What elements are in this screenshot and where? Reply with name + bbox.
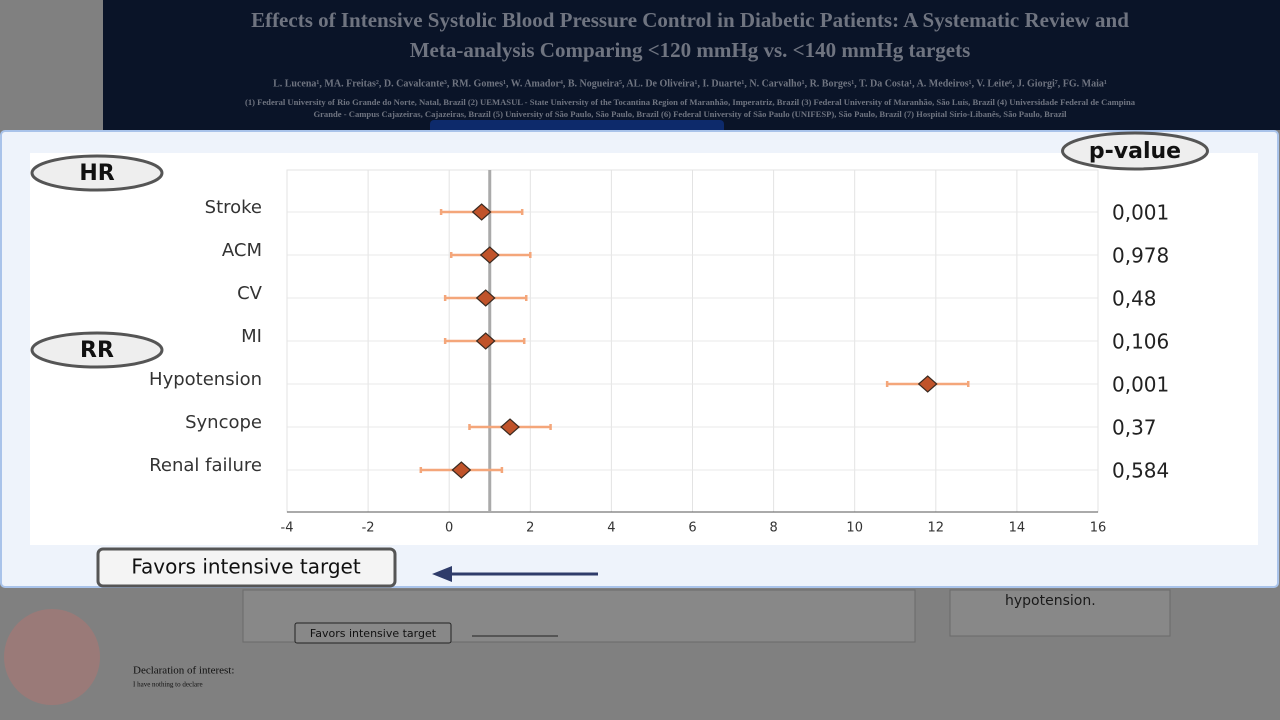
authors: L. Lucena¹, MA. Freitas², D. Cavalcante³… — [273, 78, 1107, 89]
estimate-diamond — [475, 332, 496, 350]
category-label: Renal failure — [149, 455, 262, 476]
poster-header — [103, 0, 1280, 130]
favors-box — [96, 547, 397, 588]
declaration-title: Declaration of interest: — [133, 665, 234, 677]
affiliation: (1) Federal University of Rio Grande do … — [245, 97, 1136, 107]
title-line: Meta-analysis Comparing <120 mmHg vs. <1… — [410, 38, 971, 62]
category-label: Stroke — [205, 197, 262, 218]
p-value: 0,37 — [1112, 416, 1157, 440]
forest-plot: -4 -2 0 2 4 6 8 10 12 14 16 Stroke 0,001 ACM 0,978 CV 0,… — [30, 131, 1209, 588]
p-value: 0,001 — [1112, 373, 1169, 397]
estimate-diamond — [917, 375, 938, 393]
p-value: 0,48 — [1112, 287, 1157, 311]
estimate-diamond — [475, 289, 496, 307]
p-value: 0,978 — [1112, 244, 1169, 268]
group-label: HR — [79, 161, 114, 186]
bg-favors-box — [294, 622, 452, 644]
favors-arrowhead — [432, 566, 452, 582]
x-tick-label: -4 — [281, 521, 294, 536]
x-tick-label: 14 — [1009, 521, 1026, 536]
x-tick-label: 6 — [688, 521, 696, 536]
p-value-title: p-value — [1089, 139, 1181, 164]
x-tick-label: 12 — [928, 521, 945, 536]
p-value: 0,106 — [1112, 330, 1169, 354]
estimate-diamond — [500, 418, 520, 436]
bg-favors: Favors intensive target — [310, 627, 437, 640]
x-tick-label: 2 — [526, 521, 534, 536]
x-tick-label: 0 — [445, 521, 453, 536]
x-tick-label: 8 — [769, 521, 777, 536]
category-label: CV — [237, 283, 263, 304]
category-label: Syncope — [185, 412, 262, 433]
group-label: RR — [80, 338, 114, 363]
category-label: ACM — [222, 240, 262, 261]
category-label: MI — [241, 326, 262, 347]
x-tick-label: 4 — [607, 521, 615, 536]
estimate-diamond — [451, 461, 472, 479]
x-tick-label: 10 — [846, 521, 863, 536]
p-value: 0,001 — [1112, 201, 1169, 225]
p-value: 0,584 — [1112, 459, 1169, 483]
group-label-shape — [30, 154, 164, 192]
group-label-shape — [30, 331, 164, 369]
estimate-diamond — [479, 246, 500, 264]
affiliation: Grande - Campus Cajazeiras, Cajazeiras, … — [313, 109, 1067, 119]
x-tick-label: 16 — [1090, 521, 1107, 536]
bg-panel — [949, 589, 1171, 637]
x-tick-label: -2 — [362, 521, 375, 536]
declaration-text: I have nothing to declare — [133, 681, 203, 689]
title-line: Effects of Intensive Systolic Blood Pres… — [251, 8, 1129, 32]
favors-label: Favors intensive target — [131, 555, 360, 579]
logo — [4, 609, 100, 705]
category-label: Hypotension — [149, 369, 262, 390]
bg-text: hypotension. — [1005, 593, 1096, 609]
estimate-diamond — [471, 203, 492, 221]
p-value-title-shape — [1061, 131, 1209, 171]
chart-panel — [30, 153, 1258, 545]
